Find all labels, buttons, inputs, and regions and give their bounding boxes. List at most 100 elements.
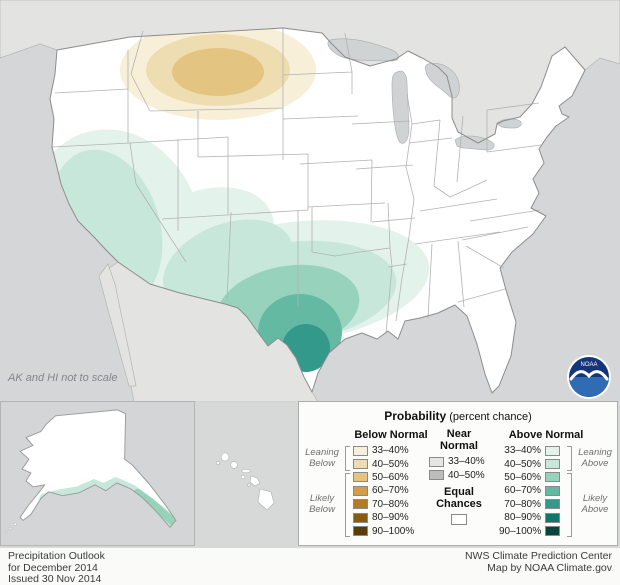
legend-row: 33–40% xyxy=(353,444,414,457)
legend-swatch xyxy=(353,459,368,470)
legend-row-label: 70–80% xyxy=(372,498,409,510)
alaska-landmass xyxy=(20,409,176,528)
baja-peninsula xyxy=(98,263,137,387)
likely-below-bracket xyxy=(345,473,350,537)
legend-row-label: 60–70% xyxy=(504,485,541,497)
legend-row: 90–100% xyxy=(353,524,414,537)
legend-row: 80–90% xyxy=(499,511,560,524)
legend-swatch xyxy=(545,526,560,537)
legend-row: 80–90% xyxy=(353,511,414,524)
leaning-above-bracket xyxy=(567,446,572,471)
below-normal-rows: 33–40% 40–50% 50–60% 60–70% 70–80% 80–90% 90–1… xyxy=(353,444,414,538)
legend-row-label: 50–60% xyxy=(504,471,541,483)
alaska-outline xyxy=(19,409,177,528)
legend-row: 40–50% xyxy=(429,468,485,481)
legend-row-label: 40–50% xyxy=(504,458,541,470)
legend-row: 70–80% xyxy=(353,498,414,511)
legend-swatch xyxy=(545,499,560,510)
leaning-above-label: Leaning Above xyxy=(578,447,612,469)
legend-row-label: 33–40% xyxy=(448,456,485,468)
legend-swatch xyxy=(353,485,368,496)
legend-row-label: 80–90% xyxy=(372,512,409,524)
legend-swatch xyxy=(545,459,560,470)
legend-panel: Probability (percent chance) Below Norma… xyxy=(298,401,618,546)
legend-row: 33–40% xyxy=(499,444,560,457)
above-normal-header: Above Normal xyxy=(508,429,584,441)
legend-row: 70–80% xyxy=(499,498,560,511)
legend-row-label: 40–50% xyxy=(372,458,409,470)
conus-map xyxy=(0,0,620,402)
likely-below-label: Likely Below xyxy=(309,493,335,515)
footer-credit-block: NWS Climate Prediction Center Map by NOA… xyxy=(464,550,612,574)
likely-above-bracket xyxy=(567,473,572,537)
probability-region xyxy=(172,48,264,96)
near-normal-header-line1: Near xyxy=(446,428,472,440)
legend-row-label: 80–90% xyxy=(504,512,541,524)
footer-issued-line: Issued 30 Nov 2014 xyxy=(8,573,102,585)
legend-swatch xyxy=(545,512,560,523)
footer-credit-line2: Map by NOAA Climate.gov xyxy=(487,561,612,574)
below-normal-header: Below Normal xyxy=(354,429,428,441)
alaska-above-normal-band xyxy=(39,476,176,528)
hawaii-islands xyxy=(216,452,275,511)
legend-row-label: 90–100% xyxy=(499,525,542,537)
conus-landmass xyxy=(50,28,585,393)
legend-swatch xyxy=(545,445,560,456)
legend-row: 33–40% xyxy=(429,455,485,468)
legend-row: 60–70% xyxy=(499,484,560,497)
legend-swatch xyxy=(353,472,368,483)
seagull-icon xyxy=(569,370,609,381)
legend-title-main: Probability xyxy=(384,409,447,423)
legend-row-label: 33–40% xyxy=(504,445,541,457)
equal-chances-label: Equal Chances xyxy=(436,486,482,510)
near-normal-rows: 33–40% 40–50% xyxy=(429,455,485,482)
footer-title-line1: Precipitation Outlook xyxy=(8,550,105,562)
lake-michigan xyxy=(391,70,410,144)
legend-title: Probability (percent chance) xyxy=(299,409,617,423)
noaa-logo-sea xyxy=(569,377,609,397)
legend-swatch xyxy=(353,526,368,537)
leaning-below-label: Leaning Below xyxy=(305,447,339,469)
legend-row-label: 60–70% xyxy=(372,485,409,497)
legend-swatch xyxy=(353,445,368,456)
legend-row-label: 40–50% xyxy=(448,469,485,481)
legend-row: 90–100% xyxy=(499,524,560,537)
legend-row: 40–50% xyxy=(499,457,560,470)
equal-chances-swatch xyxy=(451,514,467,525)
alaska-inset xyxy=(0,401,195,546)
legend-row: 60–70% xyxy=(353,484,414,497)
below-normal-regions xyxy=(120,28,316,120)
state-borders xyxy=(51,28,542,334)
legend-swatch xyxy=(545,485,560,496)
legend-swatch xyxy=(429,456,444,467)
scale-note: AK and HI not to scale xyxy=(8,372,118,384)
legend-swatch xyxy=(353,499,368,510)
likely-above-label: Likely Above xyxy=(581,493,609,515)
legend-swatch xyxy=(353,512,368,523)
footer-title-line2: for December 2014 xyxy=(8,561,98,574)
legend-row: 40–50% xyxy=(353,457,414,470)
above-normal-rows: 33–40% 40–50% 50–60% 60–70% 70–80% 80–90% 90–1… xyxy=(499,444,560,538)
legend-swatch xyxy=(429,470,444,481)
near-normal-header: Near Normal xyxy=(421,428,497,452)
noaa-logo: NOAA xyxy=(567,355,611,399)
footer: Precipitation Outlook for December 2014 … xyxy=(0,548,620,585)
probability-regions xyxy=(50,28,430,372)
noaa-logo-text: NOAA xyxy=(580,362,597,368)
legend-row-label: 70–80% xyxy=(504,498,541,510)
legend-row-label: 90–100% xyxy=(372,525,415,537)
lake-huron xyxy=(424,63,460,99)
legend-row: 50–60% xyxy=(499,471,560,484)
legend-title-sub: (percent chance) xyxy=(446,411,532,423)
lake-superior xyxy=(327,38,400,62)
hawaii-inset xyxy=(216,452,275,511)
footer-title-block: Precipitation Outlook for December 2014 … xyxy=(8,550,105,585)
legend-row-label: 50–60% xyxy=(372,471,409,483)
near-normal-header-line2: Normal xyxy=(440,439,478,452)
legend-row-label: 33–40% xyxy=(372,445,409,457)
legend-swatch xyxy=(545,472,560,483)
footer-credit-line1: NWS Climate Prediction Center xyxy=(464,550,612,562)
leaning-below-bracket xyxy=(345,446,350,471)
conus-outline xyxy=(49,27,586,394)
